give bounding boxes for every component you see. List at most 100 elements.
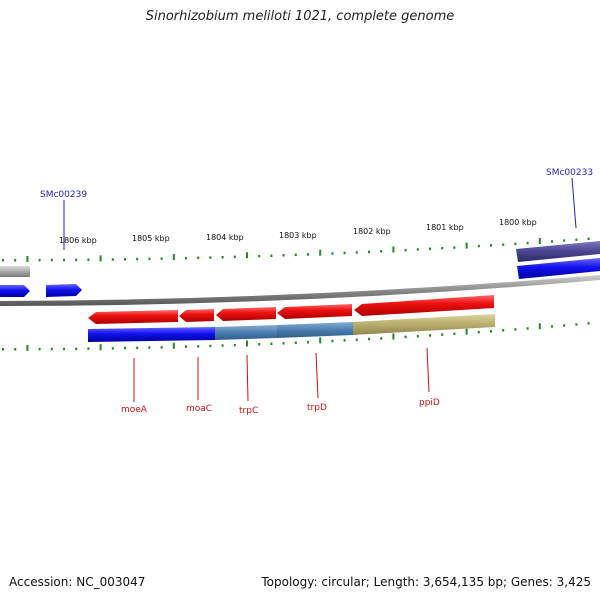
scale-tick xyxy=(563,239,566,242)
scale-tick xyxy=(209,256,212,259)
scale-tick xyxy=(282,342,285,345)
scale-tick xyxy=(453,246,456,249)
scale-tick xyxy=(490,244,492,247)
feature-gray[interactable] xyxy=(0,266,30,277)
gene-arrow-moac[interactable] xyxy=(179,309,214,322)
scale-tick xyxy=(87,258,90,261)
scale-tick xyxy=(392,246,395,253)
scale-label: 1802 kbp xyxy=(353,227,391,236)
scale-tick xyxy=(246,340,248,347)
gene-label-trpc[interactable]: trpC xyxy=(239,406,258,416)
gene-arrow-trpd[interactable] xyxy=(277,304,352,319)
scale-tick xyxy=(551,325,553,328)
scale-tick xyxy=(197,256,200,260)
gene-arrow-ppid[interactable] xyxy=(354,295,494,316)
gene-label-moac[interactable]: moaC xyxy=(186,404,212,414)
scale-tick xyxy=(514,242,517,246)
scale-tick xyxy=(63,347,65,351)
scale-tick xyxy=(380,250,383,253)
top-feature-labels: SMc00239 SMc00233 xyxy=(40,168,593,250)
scale-tick xyxy=(38,258,41,262)
scale-tick xyxy=(307,340,309,344)
feature-blue-arrow[interactable] xyxy=(0,285,30,297)
scale-tick xyxy=(477,244,480,248)
scale-tick xyxy=(526,241,529,245)
scale-label: 1806 kbp xyxy=(59,236,97,245)
scale-tick xyxy=(111,347,114,350)
scale-tick xyxy=(404,248,407,252)
scale-tick xyxy=(246,252,248,259)
scale-tick xyxy=(441,246,444,250)
scale-tick xyxy=(2,259,4,262)
scale-tick xyxy=(307,253,309,256)
scale-tick xyxy=(258,254,261,258)
gene-label-moea[interactable]: moeA xyxy=(121,405,148,415)
scale-tick xyxy=(355,338,358,341)
genome-summary-text: Topology: circular; Length: 3,654,135 bp… xyxy=(261,575,591,589)
cds-steel[interactable] xyxy=(277,322,353,338)
scale-tick xyxy=(416,248,419,251)
gene-label-ppid[interactable]: ppiD xyxy=(419,398,440,408)
scale-tick xyxy=(538,323,541,330)
cds-blue[interactable] xyxy=(88,327,215,342)
scale-tick xyxy=(75,258,78,262)
scale-tick xyxy=(368,250,370,254)
scale-tick xyxy=(124,258,126,261)
feature-blue[interactable] xyxy=(517,258,600,279)
cds-olive[interactable] xyxy=(353,314,495,335)
scale-tick xyxy=(490,330,492,333)
pointer-line xyxy=(246,354,249,402)
scale-tick xyxy=(111,258,114,261)
scale-tick xyxy=(38,347,41,351)
scale-tick xyxy=(75,347,78,351)
scale-tick xyxy=(429,247,431,251)
scale-tick xyxy=(26,344,29,351)
scale-tick xyxy=(160,346,163,349)
scale-label: 1800 kbp xyxy=(499,218,537,227)
scale-tick xyxy=(14,348,17,351)
scale-tick xyxy=(502,243,505,246)
gene-arrow-trpc[interactable] xyxy=(216,307,276,321)
scale-tick xyxy=(319,249,322,256)
scale-label: 1801 kbp xyxy=(426,223,464,232)
scale-tick xyxy=(575,238,578,241)
feature-label-smc00233[interactable]: SMc00233 xyxy=(546,168,593,178)
scale-tick xyxy=(551,240,553,243)
accession-text: Accession: NC_003047 xyxy=(9,575,146,589)
scale-tick xyxy=(514,328,517,331)
scale-tick xyxy=(416,335,419,338)
scale-tick xyxy=(294,341,297,344)
feature-label-smc00239[interactable]: SMc00239 xyxy=(40,190,87,200)
pointer-line xyxy=(571,177,577,229)
scale-tick xyxy=(477,330,480,334)
scale-tick xyxy=(160,257,163,260)
gene-arrows xyxy=(88,295,494,324)
scale-tick xyxy=(63,258,65,262)
scale-tick xyxy=(270,254,273,257)
scale-tick xyxy=(587,322,590,325)
scale-tick xyxy=(270,342,273,345)
scale-tick xyxy=(343,251,346,255)
feature-blue-arrow[interactable] xyxy=(46,284,82,297)
gene-label-trpd[interactable]: trpD xyxy=(307,403,327,413)
scale-tick xyxy=(209,344,212,348)
scale-label: 1804 kbp xyxy=(206,233,244,242)
scale-tick xyxy=(392,333,395,340)
scale-tick xyxy=(465,242,468,249)
scale-tick xyxy=(258,343,261,346)
cds-steel[interactable] xyxy=(215,325,277,340)
scale-tick xyxy=(172,342,175,349)
scale-tick xyxy=(355,251,358,254)
scale-tick xyxy=(294,253,297,257)
genome-backbone xyxy=(0,275,600,306)
gene-arrow-moea[interactable] xyxy=(88,310,178,324)
feature-purple[interactable] xyxy=(516,241,600,262)
pointer-line xyxy=(315,352,319,399)
scale-tick xyxy=(343,339,346,342)
scale-tick xyxy=(87,347,90,350)
scale-tick xyxy=(538,238,541,244)
scale-tick xyxy=(26,256,29,262)
scale-tick xyxy=(221,344,224,347)
upper-tick-scale xyxy=(2,237,590,262)
map-title: Sinorhizobium meliloti 1021, complete ge… xyxy=(145,9,455,24)
